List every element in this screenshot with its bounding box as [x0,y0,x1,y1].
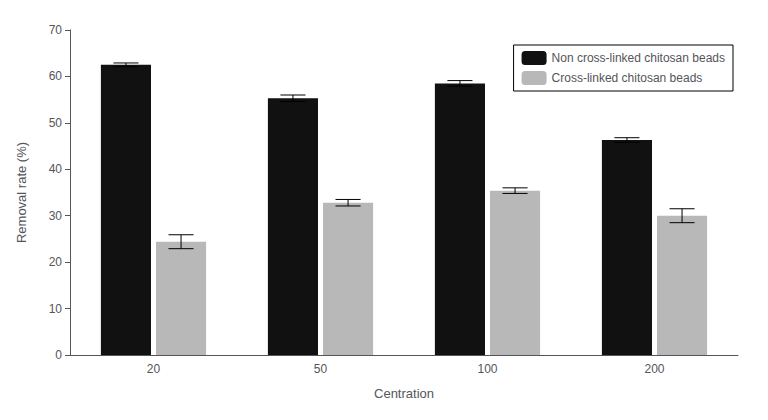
svg-text:30: 30 [49,209,63,223]
svg-text:100: 100 [477,362,497,376]
svg-text:0: 0 [55,348,62,362]
svg-text:Removal rate (%): Removal rate (%) [14,142,29,243]
svg-text:60: 60 [49,69,63,83]
svg-text:40: 40 [49,162,63,176]
svg-text:20: 20 [49,255,63,269]
svg-text:50: 50 [49,116,63,130]
svg-text:70: 70 [49,23,63,37]
svg-text:20: 20 [147,362,161,376]
svg-text:50: 50 [314,362,328,376]
svg-text:Non cross-linked chitosan bead: Non cross-linked chitosan beads [552,51,725,65]
svg-text:10: 10 [49,302,63,316]
svg-text:Cross-linked chitosan beads: Cross-linked chitosan beads [552,71,703,85]
svg-text:Centration: Centration [374,386,434,401]
svg-text:200: 200 [644,362,664,376]
